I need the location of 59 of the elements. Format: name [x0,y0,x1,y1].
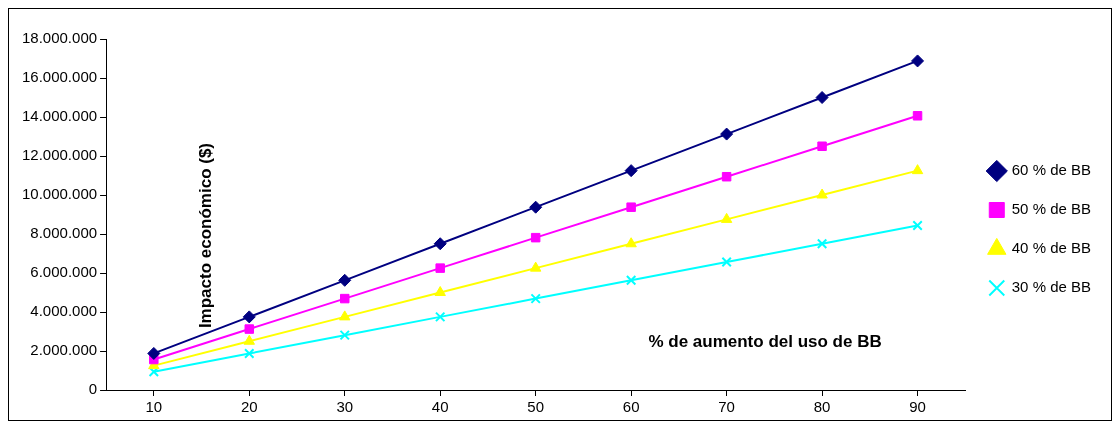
y-tick-label: 18.000.000 [22,29,98,47]
legend-label: 40 % de BB [1011,239,1091,257]
point [434,311,446,323]
point [912,220,923,231]
x-tick-label: 90 [909,398,926,416]
point [243,334,255,345]
point [338,273,352,287]
y-tick-label: 16.000.000 [22,68,98,86]
x-tick-label: 20 [240,398,258,416]
point [339,310,351,321]
point [626,202,636,212]
y-tick-label: 6.000.000 [30,263,98,281]
point [529,261,542,272]
point [435,263,445,273]
y-tick-label: 4.000.000 [30,302,98,320]
point [911,54,925,68]
x-tick-label: 80 [813,398,831,416]
y-tick-label: 14.000.000 [22,107,98,125]
legend-label: 30 % de BB [1011,278,1091,296]
point [912,111,923,121]
point [147,346,161,360]
x-axis-title: % de aumento del uso de BB [648,332,882,352]
point [244,324,255,334]
x-tick-label: 70 [718,398,735,416]
point [720,127,734,141]
point [817,141,827,151]
point [242,310,256,324]
point [339,329,350,341]
point [911,164,924,175]
x-tick-label: 40 [431,398,449,416]
point [148,366,160,377]
point [340,293,350,304]
point [530,293,541,304]
legend-label: 60 % de BB [1011,161,1091,179]
y-tick-label: 10.000.000 [22,185,98,203]
y-tick-label: 2.000.000 [30,341,98,359]
x-tick-label: 50 [527,398,545,416]
point [721,256,732,268]
point [720,212,733,223]
x-tick-label: 10 [145,398,163,416]
point [721,171,732,182]
point [815,91,829,104]
point [816,238,828,249]
point [433,237,447,251]
point [816,188,828,199]
point [434,286,446,296]
point [625,275,637,286]
x-tick-label: 30 [336,398,354,416]
point [624,164,638,178]
x-tick-label: 60 [622,398,640,416]
point [529,200,543,214]
point [625,237,637,248]
y-tick-label: 8.000.000 [30,224,98,242]
point [530,232,541,243]
y-tick-label: 0 [88,380,98,398]
y-axis-title: Impacto económico ($) [196,142,216,329]
point [244,348,255,359]
y-tick-label: 12.000.000 [22,146,98,164]
legend-label: 50 % de BB [1011,200,1091,218]
